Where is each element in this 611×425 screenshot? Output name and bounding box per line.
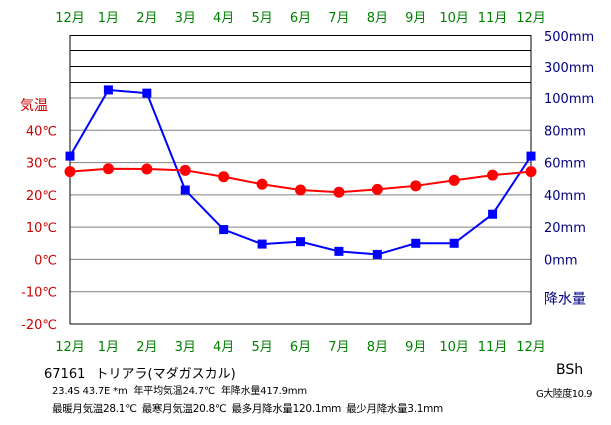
precip-axis-ticks: 0mm 20mm 40mm 60mm 80mm 100mm 300mm 500mm — [544, 30, 594, 268]
precip-tick-label: 0mm — [544, 253, 578, 268]
temp-point — [179, 164, 191, 176]
temp-point — [256, 178, 268, 190]
temp-tick-label: 20℃ — [26, 189, 57, 204]
month-label: 2月 — [136, 11, 157, 26]
station-name: トリアラ(マダガスカル) — [95, 367, 236, 382]
month-label: 12月 — [516, 11, 546, 26]
warmest-month: 最暖月気温28.1℃ — [52, 403, 137, 415]
temp-point — [295, 184, 306, 196]
driest-month: 最少月降水量3.1mm — [346, 403, 443, 415]
month-label: 11月 — [478, 11, 508, 26]
precip-point — [180, 185, 190, 195]
temp-point — [218, 171, 230, 183]
temp-tick-label: -20℃ — [21, 318, 57, 333]
precip-point — [257, 239, 267, 249]
climate-class: BSh — [556, 362, 584, 378]
month-label: 10月 — [439, 11, 469, 26]
temp-point — [448, 174, 460, 186]
temp-point — [333, 186, 345, 198]
month-labels-bottom: 12月 1月 2月 3月 4月 5月 6月 7月 8月 9月 10月 11月 12月 — [55, 340, 546, 355]
month-label: 2月 — [136, 340, 157, 355]
temp-point — [141, 163, 153, 175]
temp-axis-ticks: 40℃ 30℃ 20℃ 10℃ 0℃ -10℃ -20℃ — [21, 124, 57, 333]
temp-point — [525, 166, 537, 178]
chart-grid — [70, 97, 531, 293]
precip-point — [372, 249, 382, 259]
precip-tick-label: 20mm — [544, 221, 586, 236]
precip-point — [449, 238, 459, 248]
month-label: 11月 — [478, 340, 508, 355]
temp-point — [487, 169, 499, 181]
precip-point — [65, 151, 75, 161]
temp-tick-label: -10℃ — [21, 286, 57, 301]
precip-tick-label: 40mm — [544, 189, 586, 204]
month-label: 1月 — [98, 340, 119, 355]
plot-frame — [69, 35, 532, 325]
month-label: 5月 — [251, 11, 272, 26]
month-label: 12月 — [516, 340, 546, 355]
temp-series — [64, 163, 537, 198]
annual-precip: 年降水量417.9mm — [220, 386, 307, 397]
precip-point — [411, 238, 421, 248]
precip-line — [69, 88, 532, 256]
temp-tick-label: 0℃ — [34, 253, 57, 268]
month-label: 6月 — [290, 340, 311, 355]
precip-point — [334, 246, 344, 256]
continentality: G大陸度10.9 — [536, 389, 593, 400]
month-label: 10月 — [439, 340, 469, 355]
precip-tick-label: 500mm — [544, 30, 594, 45]
temp-axis-title: 気温 — [20, 98, 48, 114]
annual-temp: 年平均気温24.7℃ — [133, 386, 215, 397]
month-label: 7月 — [328, 340, 349, 355]
precip-point — [488, 209, 498, 219]
month-label: 3月 — [175, 11, 196, 26]
precip-tick-label: 80mm — [544, 124, 586, 139]
precip-tick-label: 300mm — [544, 61, 594, 76]
temp-point — [64, 166, 76, 178]
wettest-month: 最多月降水量120.1mm — [231, 403, 342, 415]
month-label: 7月 — [328, 11, 349, 26]
temp-point — [102, 163, 114, 175]
month-label: 5月 — [251, 340, 272, 355]
month-label: 8月 — [367, 340, 388, 355]
month-label: 8月 — [367, 11, 388, 26]
precip-point — [296, 237, 305, 247]
temp-point — [410, 180, 422, 192]
precip-point — [526, 151, 536, 161]
station-id: 67161 — [44, 367, 86, 382]
month-label: 9月 — [405, 340, 426, 355]
temp-point — [371, 183, 383, 195]
precip-point — [103, 85, 113, 95]
temp-tick-label: 10℃ — [26, 221, 57, 236]
precip-series — [65, 85, 536, 259]
temp-tick-label: 40℃ — [26, 124, 57, 139]
precip-tick-label: 100mm — [544, 92, 594, 107]
precip-tick-label: 60mm — [544, 157, 586, 172]
month-label: 9月 — [405, 11, 426, 26]
coordinates: 23.4S 43.7E *m — [52, 386, 128, 397]
month-label: 4月 — [213, 11, 234, 26]
month-label: 3月 — [175, 340, 196, 355]
precip-upper-grid — [70, 35, 531, 83]
temp-tick-label: 30℃ — [26, 157, 57, 172]
precip-point — [142, 88, 152, 98]
coldest-month: 最寒月気温20.8℃ — [141, 403, 227, 415]
precip-point — [219, 225, 229, 235]
month-label: 12月 — [55, 340, 85, 355]
month-label: 4月 — [213, 340, 234, 355]
month-label: 12月 — [55, 11, 85, 26]
month-label: 1月 — [98, 11, 119, 26]
month-labels-top: 12月 1月 2月 3月 4月 5月 6月 7月 8月 9月 10月 11月 12月 — [55, 11, 546, 26]
month-label: 6月 — [290, 11, 311, 26]
precip-axis-title: 降水量 — [544, 292, 586, 308]
